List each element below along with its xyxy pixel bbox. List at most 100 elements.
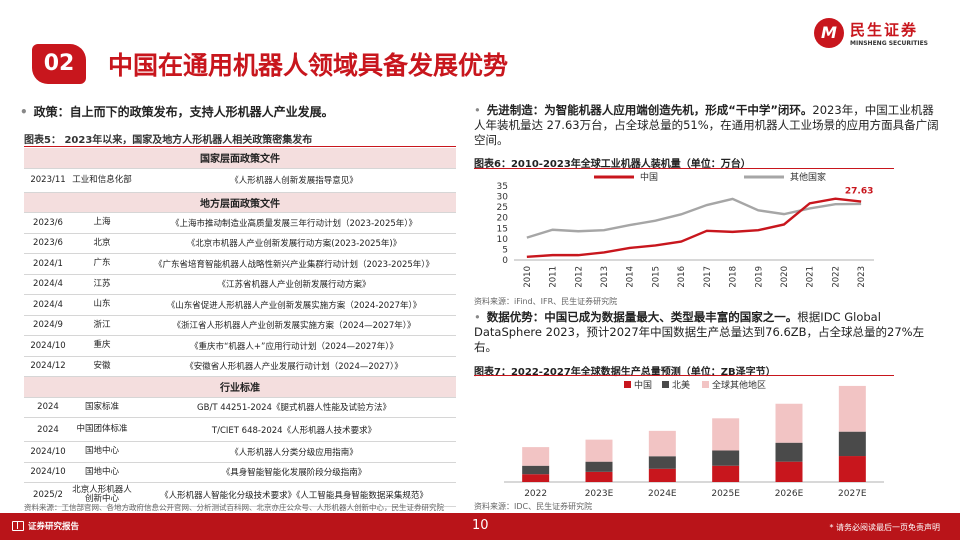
page-number: 10 (472, 518, 489, 533)
fig7-rule (474, 375, 894, 376)
table-row: 2024/4 江苏 《江苏省机器人产业创新发展行动方案》 (24, 275, 456, 295)
fig6-caption: 图表6：2010-2023年全球工业机器人装机量（单位：万台） (474, 159, 751, 170)
manufacturing-text: 2023年，中国工业机器人年装机量达 27.63万台，占全球总量的51%，在通用… (474, 103, 939, 147)
bar-segment (775, 403, 803, 443)
bar-segment (585, 461, 613, 472)
series-line-china (526, 197, 862, 259)
date-cell: 2023/6 (33, 217, 63, 228)
bar-segment (648, 468, 676, 482)
bar-segment (585, 471, 613, 482)
table-row: 2024/12 安徽 《安徽省人形机器人产业发展行动计划（2024—2027）》 (24, 357, 456, 377)
x-tick-label: 2023 (857, 266, 867, 288)
table-row: 2024/4 山东 《山东省促进人形机器人产业创新发展实施方案（2024-2027年… (24, 295, 456, 316)
y-tick-label: 20 (497, 214, 509, 224)
table-row: 2025/2 北京人形机器人创新中心 《人形机器人智能化分级技术要求》《人工智能具身… (24, 483, 456, 507)
table-row: 2024/1 广东 《广东省培育智能机器人战略性新兴产业集群行动计划（2023-20… (24, 254, 456, 275)
y-tick-label: 35 (497, 182, 508, 192)
date-cell: 2024/9 (33, 320, 63, 331)
document-cell: 《山东省促进人形机器人产业创新发展实施方案（2024-2027年）》 (166, 300, 422, 311)
x-tick-label: 2017 (703, 266, 713, 288)
table-section-header: 地方层面政策文件 (24, 192, 456, 213)
x-tick-label: 2023E (585, 489, 614, 499)
bullet: • (20, 105, 28, 119)
bar-segment (712, 418, 740, 451)
manufacturing-heading: 先进制造：为智能机器人应用端创造先机，形成“干中学”闭环。 (486, 103, 813, 117)
table-row: 2024 中国团体标准 T/CIET 648-2024《人形机器人技术要求》 (24, 418, 456, 442)
date-cell: 2024/10 (30, 446, 66, 457)
date-cell: 2024/10 (30, 467, 66, 478)
bar-segment (522, 447, 550, 466)
bullet: • (474, 310, 481, 324)
x-tick-label: 2022 (524, 489, 547, 499)
bar-segment (775, 461, 803, 482)
date-cell: 2024/10 (30, 340, 66, 351)
issuer-cell: 北京 (93, 237, 111, 248)
x-tick-label: 2013 (600, 266, 610, 288)
x-tick-label: 2021 (806, 266, 816, 288)
page-title: 中国在通用机器人领域具备发展优势 (108, 51, 509, 80)
bullet: • (474, 103, 481, 117)
y-tick-label: 5 (502, 245, 508, 255)
fig6-rule (474, 168, 894, 169)
document-cell: 《人形机器人分类分级应用指南》 (230, 447, 358, 458)
legend-swatch (702, 381, 709, 388)
disclaimer: * 请务必阅读最后一页免责声明 (829, 523, 940, 532)
bar-segment (838, 456, 866, 482)
logo-cn: 民生证券 (850, 21, 919, 39)
bar-segment (838, 431, 866, 457)
issuer-cell: 国地中心 (84, 466, 119, 477)
policy-heading: • 政策：自上而下的政策发布，支持人形机器人产业发展。 (20, 103, 334, 120)
issuer-cell: 江苏 (93, 278, 111, 289)
x-tick-label: 2025E (711, 489, 740, 499)
date-cell: 2024/12 (30, 361, 66, 372)
issuer-cell: 重庆 (93, 340, 111, 351)
document-cell: 《上海市推动制造业高质量发展三年行动计划（2023-2025年）》 (170, 218, 418, 229)
document-cell: T/CIET 648-2024《人形机器人技术要求》 (211, 425, 377, 436)
x-tick-label: 2026E (775, 489, 804, 499)
date-cell: 2023/6 (33, 238, 63, 249)
date-cell: 2025/2 (33, 489, 63, 500)
legend-label: 全球其他地区 (712, 379, 766, 391)
bar-segment (838, 385, 866, 432)
x-tick-label: 2015 (651, 266, 661, 288)
data-advantage-text: 根据IDC Global DataSphere 2023，预计2027年中国数据… (474, 310, 925, 354)
table-row: 2024/9 浙江 《浙江省人形机器人产业创新发展实施方案（2024—2027年）》 (24, 316, 456, 336)
date-cell: 2023/11 (30, 175, 66, 185)
book-icon (12, 521, 24, 531)
x-tick-label: 2019 (754, 266, 764, 288)
document-cell: 《北京市机器人产业创新发展行动方案(2023-2025年)》 (186, 239, 402, 250)
date-cell: 2024/1 (33, 258, 63, 269)
x-tick-label: 2010 (523, 266, 533, 288)
manufacturing-block: • 先进制造：为智能机器人应用端创造先机，形成“干中学”闭环。2023年，中国工业… (474, 103, 944, 148)
legend-swatch (624, 381, 631, 388)
fig6-source: 资料来源：iFind、IFR、民生证券研究院 (474, 297, 618, 306)
fig7-source: 资料来源：IDC、民生证券研究院 (474, 502, 593, 511)
y-tick-label: 15 (497, 224, 508, 234)
x-tick-label: 2024E (648, 489, 677, 499)
bar-segment (712, 450, 740, 466)
table-row: 2024/10 重庆 《重庆市“机器人+”应用行动计划（2024—2027年）》 (24, 336, 456, 357)
fig7-caption: 图表7：2022-2027年全球数据生产总量预测（单位：ZB泽字节） (474, 367, 776, 378)
bar-segment (585, 439, 613, 462)
legend-label: 北美 (672, 379, 690, 391)
table-row: 2023/6 上海 《上海市推动制造业高质量发展三年行动计划（2023-2025年）… (24, 213, 456, 234)
table-source: 资料来源：工信部官网、各地方政府信息公开官网、分析测试百科网、北京亦庄公众号、人… (24, 503, 444, 512)
legend-label: 中国 (634, 379, 652, 391)
document-cell: 《安徽省人形机器人产业发展行动计划（2024—2027）》 (185, 362, 403, 373)
document-cell: 《浙江省人形机器人产业创新发展实施方案（2024—2027年）》 (172, 321, 416, 332)
bar-segment (775, 442, 803, 462)
logo-en: MINSHENG SECURITIES (850, 40, 928, 47)
footer-bar: 证券研究报告 10 * 请务必阅读最后一页免责声明 (0, 513, 960, 540)
section-badge: 02 (32, 44, 86, 84)
table-row: 2024 国家标准 GB/T 44251-2024《腿式机器人性能及试验方法》 (24, 398, 456, 418)
series-line-other (526, 197, 862, 239)
legend-label: 中国 (640, 171, 658, 183)
date-cell: 2024 (37, 424, 59, 435)
document-cell: 《具身智能智能化发展阶段分级指南》 (221, 468, 367, 479)
table-row: 2024/10 国地中心 《具身智能智能化发展阶段分级指南》 (24, 463, 456, 483)
date-cell: 2024/4 (33, 299, 63, 310)
table-caption: 图表5： 2023年以来，国家及地方人形机器人相关政策密集发布 (24, 135, 313, 146)
brand-logo: M 民生证券 MINSHENG SECURITIES (814, 18, 928, 48)
bar-segment (712, 465, 740, 482)
issuer-cell: 工业和信息化部 (72, 174, 132, 185)
